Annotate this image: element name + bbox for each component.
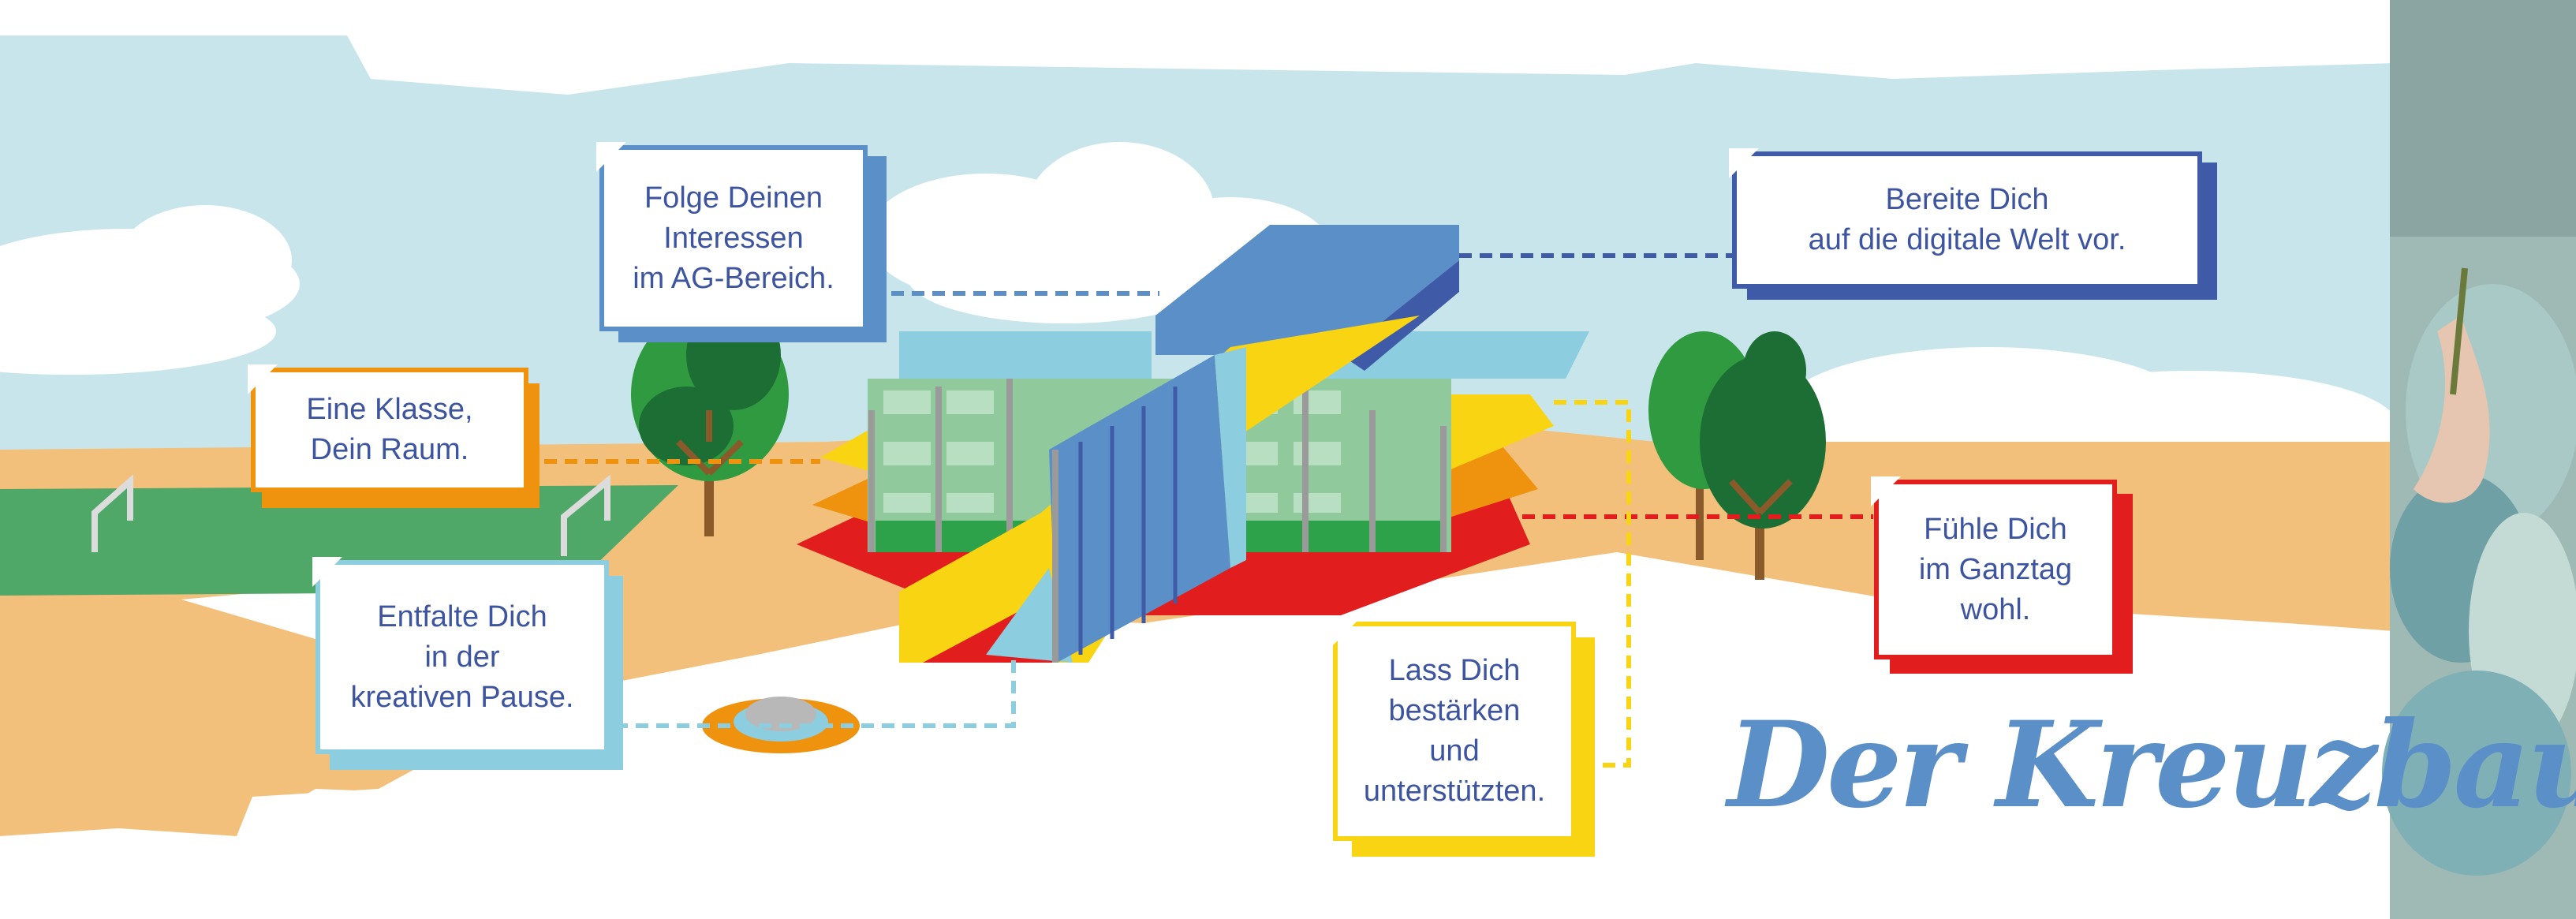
callout-corner	[312, 557, 342, 587]
callout-klasse: Eine Klasse, Dein Raum.	[251, 368, 528, 492]
cloud	[0, 205, 300, 375]
building	[797, 225, 1589, 663]
white-path	[0, 552, 2394, 919]
callout-corner	[1330, 618, 1360, 648]
goal-post	[561, 474, 610, 556]
callout-ag-bereich: Folge Deinen Interessen im AG-Bereich.	[599, 145, 868, 331]
callout-corner	[248, 364, 278, 394]
tree	[631, 300, 789, 536]
callout-kreative-pause: Entfalte Dich in der kreativen Pause.	[315, 560, 609, 754]
cloud	[868, 142, 1333, 323]
callout-corner	[1729, 148, 1759, 178]
photo-strip	[2382, 0, 2576, 919]
callout-digitale-welt: Bereite Dich auf die digitale Welt vor.	[1732, 151, 2202, 289]
callout-corner	[1871, 476, 1901, 506]
tree	[1648, 331, 1826, 580]
callout-corner	[596, 142, 626, 172]
goal-post	[91, 474, 133, 552]
connector-lines	[544, 253, 1873, 768]
callout-ganztag: Fühle Dich im Ganztag wohl.	[1874, 480, 2117, 659]
callout-bestaerken: Lass Dich bestärken und unterstützten.	[1333, 622, 1576, 841]
page-title: Der Kreuzbau	[1727, 696, 2576, 835]
